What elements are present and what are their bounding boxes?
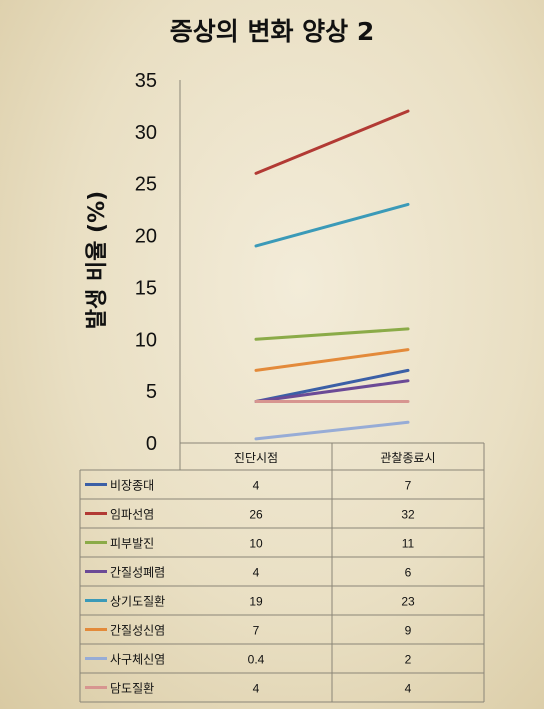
series-line: [254, 109, 410, 175]
y-tick-label: 20: [135, 226, 157, 248]
chart-title: 증상의 변화 양상 2: [169, 17, 375, 46]
y-tick-label: 10: [135, 329, 157, 351]
table-cell-value: 9: [405, 624, 412, 638]
table-cell-value: 4: [253, 682, 260, 696]
series-line: [254, 202, 410, 248]
y-tick-label: 0: [146, 433, 157, 455]
legend-label: 비장종대: [110, 479, 154, 493]
table-cell-value: 7: [253, 624, 260, 638]
legend-label: 피부발진: [110, 537, 154, 551]
table-cell-value: 19: [249, 595, 263, 609]
legend-label: 상기도질환: [110, 595, 165, 609]
table-cell-value: 11: [402, 537, 415, 551]
table-cell-value: 26: [249, 508, 263, 522]
series-line: [254, 368, 410, 404]
series-line: [254, 379, 410, 404]
legend-label: 간질성폐렴: [110, 566, 165, 580]
category-label: 진단시점: [234, 451, 278, 465]
y-tick-label: 25: [135, 174, 157, 196]
table-cell-value: 23: [401, 595, 415, 609]
chart-frame: [79, 80, 485, 703]
series-line: [254, 327, 410, 341]
y-tick-label: 15: [135, 277, 157, 299]
legend-label: 임파선염: [110, 508, 154, 522]
table-cell-value: 7: [405, 479, 412, 493]
y-tick-label: 35: [135, 70, 157, 92]
series-line: [254, 348, 410, 372]
category-label: 관찰종료시: [380, 451, 435, 465]
table-cell-value: 10: [249, 537, 263, 551]
table-cell-value: 4: [253, 479, 260, 493]
table-cell-value: 4: [405, 682, 412, 696]
table-cell-value: 4: [253, 566, 260, 580]
legend-label: 간질성신염: [110, 624, 165, 638]
y-tick-label: 30: [135, 122, 157, 144]
y-tick-label: 5: [146, 381, 157, 403]
series-lines: [254, 109, 410, 441]
y-ticks: 0 5 10 15 20 25 30 35: [135, 70, 157, 455]
table-cell-value: 6: [405, 566, 412, 580]
table-cell-value: 32: [401, 508, 415, 522]
legend-label: 담도질환: [110, 682, 154, 696]
table-cell-value: 0.4: [248, 653, 265, 667]
series-line: [254, 420, 410, 441]
legend-label: 사구체신염: [110, 653, 165, 667]
table-cell-value: 2: [405, 653, 412, 667]
